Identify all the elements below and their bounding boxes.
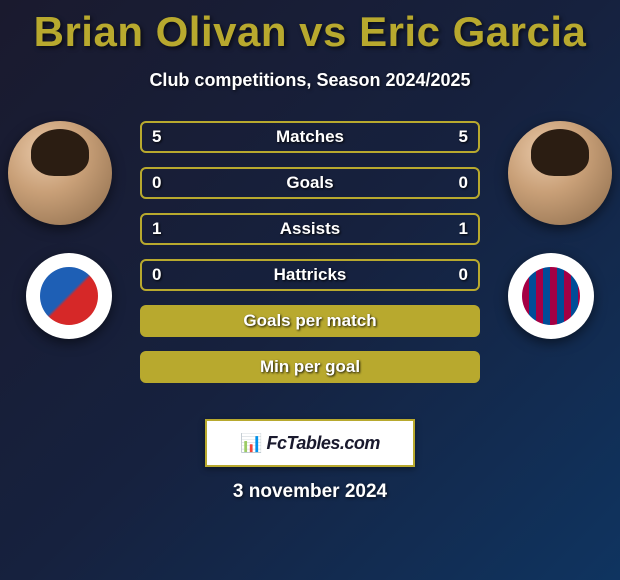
page-subtitle: Club competitions, Season 2024/2025 xyxy=(0,70,620,91)
stat-row: 0 Hattricks 0 xyxy=(140,259,480,291)
player-left-avatar xyxy=(8,121,112,225)
stat-label: Min per goal xyxy=(260,357,360,377)
comparison-panel: 5 Matches 5 0 Goals 0 1 Assists 1 0 Hattricks 0 Goal… xyxy=(0,121,620,401)
club-right-badge xyxy=(522,267,580,325)
club-left-logo xyxy=(26,253,112,339)
watermark-text: 📊 FcTables.com xyxy=(240,433,380,454)
stat-row: Min per goal xyxy=(140,351,480,383)
club-right-logo xyxy=(508,253,594,339)
stat-row: Goals per match xyxy=(140,305,480,337)
stat-label: Hattricks xyxy=(274,265,347,285)
stat-value-left: 1 xyxy=(152,219,161,239)
stat-value-right: 0 xyxy=(459,173,468,193)
snapshot-date: 3 november 2024 xyxy=(0,481,620,503)
club-left-badge xyxy=(40,267,98,325)
stat-value-left: 0 xyxy=(152,173,161,193)
player-right-avatar xyxy=(508,121,612,225)
stat-label: Matches xyxy=(276,127,344,147)
stat-value-right: 1 xyxy=(459,219,468,239)
stat-value-right: 5 xyxy=(459,127,468,147)
stat-label: Goals xyxy=(286,173,333,193)
stat-row: 5 Matches 5 xyxy=(140,121,480,153)
stat-row: 0 Goals 0 xyxy=(140,167,480,199)
stat-label: Assists xyxy=(280,219,340,239)
page-title: Brian Olivan vs Eric Garcia xyxy=(0,0,620,56)
stats-table: 5 Matches 5 0 Goals 0 1 Assists 1 0 Hattricks 0 Goal… xyxy=(140,121,480,383)
stat-value-left: 5 xyxy=(152,127,161,147)
watermark: 📊 FcTables.com xyxy=(205,419,415,467)
stat-row: 1 Assists 1 xyxy=(140,213,480,245)
stat-value-right: 0 xyxy=(459,265,468,285)
stat-value-left: 0 xyxy=(152,265,161,285)
stat-label: Goals per match xyxy=(243,311,376,331)
